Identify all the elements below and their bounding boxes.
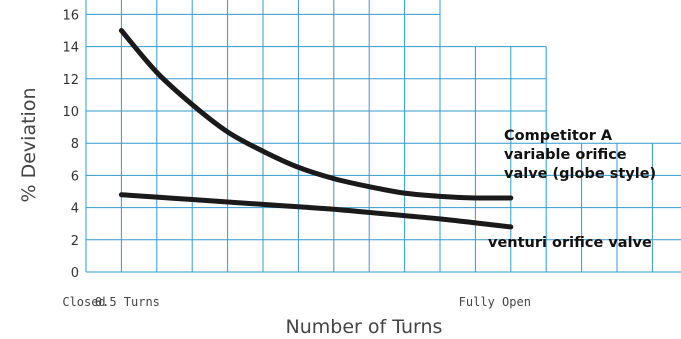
y-tick-label: 8: [71, 137, 79, 152]
x-axis-label: Number of Turns: [286, 316, 443, 338]
y-tick-label: 0: [71, 266, 79, 281]
venturi-annotation: venturi orifice valve: [488, 235, 652, 251]
x-tick-label: Fully Open: [459, 295, 531, 309]
y-tick-label: 6: [71, 169, 79, 184]
y-axis-label: % Deviation: [18, 88, 40, 203]
y-tick-label: 16: [62, 8, 79, 23]
venturi-annotation-line-1: venturi orifice valve: [488, 235, 652, 251]
x-tick-label: 0.5 Turns: [95, 295, 160, 309]
series-line-competitor: [118, 28, 514, 201]
y-tick-label: 10: [62, 105, 79, 120]
grid: [85, 0, 681, 273]
competitor-annotation-line-2: variable orifice: [504, 147, 627, 163]
series-lines: [118, 28, 514, 230]
competitor-annotation: Competitor A variable orifice valve (glo…: [504, 128, 656, 182]
competitor-annotation-line-1: Competitor A: [504, 128, 613, 144]
y-tick-label: 14: [62, 41, 79, 56]
series-line-venturi: [118, 192, 514, 230]
y-axis-ticks: 024681012141618: [62, 8, 79, 281]
y-tick-label: 2: [71, 234, 79, 249]
x-tick-label: Closed: [62, 295, 105, 309]
y-tick-label: 4: [71, 202, 79, 217]
competitor-annotation-line-3: valve (globe style): [504, 166, 656, 182]
y-tick-label: 12: [62, 73, 79, 88]
